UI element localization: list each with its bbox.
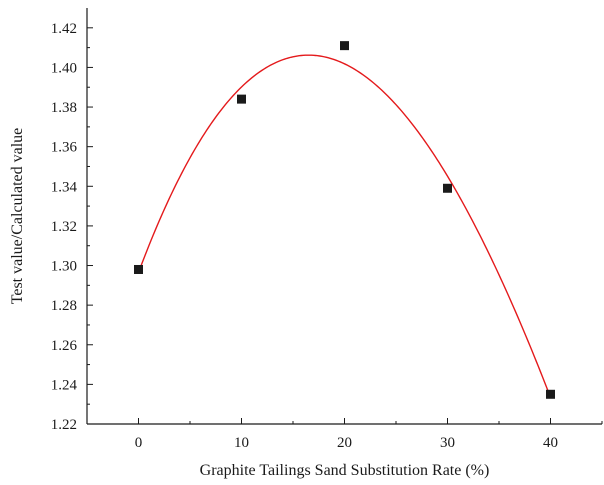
y-tick-label: 1.22 xyxy=(51,417,77,433)
data-point xyxy=(340,41,349,51)
y-tick-label: 1.30 xyxy=(51,259,77,275)
x-tick-label: 10 xyxy=(234,435,249,451)
y-axis-ticks: 1.22 1.24 1.26 1.28 1.30 1.32 1.34 1.36 1.38 1.40… xyxy=(51,21,93,433)
data-point xyxy=(546,389,555,399)
x-tick-label: 20 xyxy=(337,435,352,451)
y-tick-label: 1.26 xyxy=(51,338,78,354)
y-tick-label: 1.38 xyxy=(51,100,77,116)
y-tick-label: 1.36 xyxy=(51,140,78,156)
y-tick-label: 1.28 xyxy=(51,298,77,314)
data-point xyxy=(134,264,143,274)
y-tick-label: 1.34 xyxy=(51,179,78,195)
y-tick-label: 1.24 xyxy=(51,377,78,393)
fit-curve xyxy=(137,54,552,398)
data-point xyxy=(237,94,246,104)
y-tick-label: 1.42 xyxy=(51,21,77,37)
x-axis-ticks: 0 10 20 30 40 xyxy=(86,418,603,451)
data-points xyxy=(134,41,555,399)
y-tick-label: 1.32 xyxy=(51,219,77,235)
x-axis-label: Graphite Tailings Sand Substitution Rate… xyxy=(200,462,490,479)
data-point xyxy=(443,183,452,193)
x-tick-label: 30 xyxy=(440,435,455,451)
x-tick-label: 40 xyxy=(543,435,558,451)
axes xyxy=(86,8,602,425)
y-axis-label: Test value/Calculated value xyxy=(9,128,26,305)
y-tick-label: 1.40 xyxy=(51,60,77,76)
x-tick-label: 0 xyxy=(135,435,143,451)
